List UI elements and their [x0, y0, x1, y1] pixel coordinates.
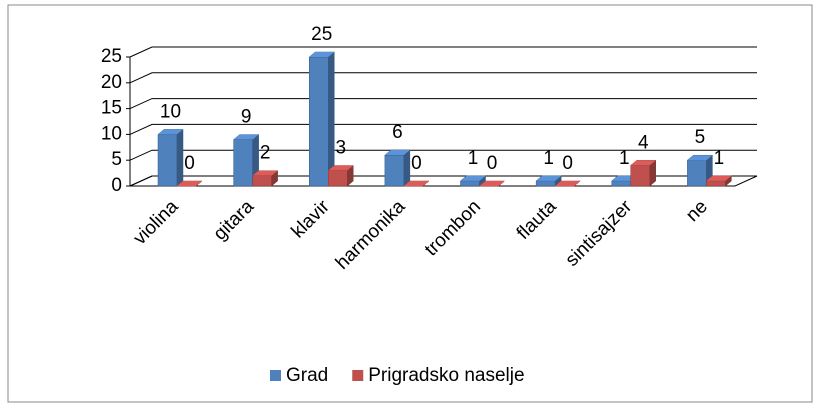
grid-line: [129, 98, 757, 110]
data-label: 0: [184, 153, 195, 174]
legend-swatch: [352, 370, 364, 381]
legend-swatch: [270, 370, 281, 381]
data-label: 0: [411, 153, 422, 174]
data-label: 1: [543, 148, 554, 169]
data-label: 25: [311, 24, 332, 45]
bar-top: [460, 175, 486, 181]
data-label: 0: [562, 153, 573, 174]
bar-top: [177, 181, 202, 186]
bar-top: [252, 170, 278, 176]
floor: [129, 175, 758, 187]
data-label: 4: [638, 132, 649, 153]
grid-line: [129, 46, 757, 58]
bar-top: [158, 129, 183, 135]
data-label: 1: [714, 148, 725, 169]
data-label: 1: [468, 148, 479, 169]
bar-top: [555, 181, 581, 186]
bar-top: [384, 150, 410, 156]
y-tick-label: 5: [111, 149, 122, 170]
y-tick-label: 15: [101, 98, 122, 119]
data-label: 0: [487, 153, 498, 174]
bar-top: [403, 181, 429, 186]
bar-side: [347, 165, 354, 186]
grid-line: [129, 149, 757, 161]
data-label: 10: [160, 101, 181, 122]
bar-top: [328, 165, 354, 171]
data-label: 6: [392, 122, 403, 143]
bar-side: [403, 150, 410, 186]
bar-top: [706, 175, 732, 181]
bar-side: [479, 175, 486, 186]
chart-frame: [7, 4, 813, 403]
bar-side: [725, 175, 732, 186]
bar-side: [328, 52, 335, 186]
bar-side: [271, 170, 278, 186]
bar-side: [177, 129, 183, 186]
data-label: 9: [241, 107, 252, 128]
bar-top: [309, 52, 335, 57]
data-label: 2: [260, 143, 271, 164]
legend-label: Grad: [286, 365, 328, 386]
bar-top: [233, 134, 259, 140]
data-label: 3: [335, 138, 346, 159]
bar-side: [555, 175, 562, 186]
grid-line: [129, 123, 757, 135]
y-tick-label: 20: [101, 72, 122, 93]
bar-top: [479, 181, 505, 186]
y-tick-label: 0: [111, 175, 122, 196]
y-tick-label: 10: [101, 123, 122, 144]
bar-side: [649, 160, 656, 186]
grid-line: [129, 72, 757, 84]
data-label: 1: [619, 148, 630, 169]
bar-top: [630, 160, 656, 166]
legend-label: Prigradsko naselje: [368, 365, 524, 386]
data-label: 5: [695, 127, 706, 148]
y-tick-label: 25: [101, 46, 122, 67]
bar-top: [687, 155, 713, 161]
bar-top: [536, 175, 562, 181]
